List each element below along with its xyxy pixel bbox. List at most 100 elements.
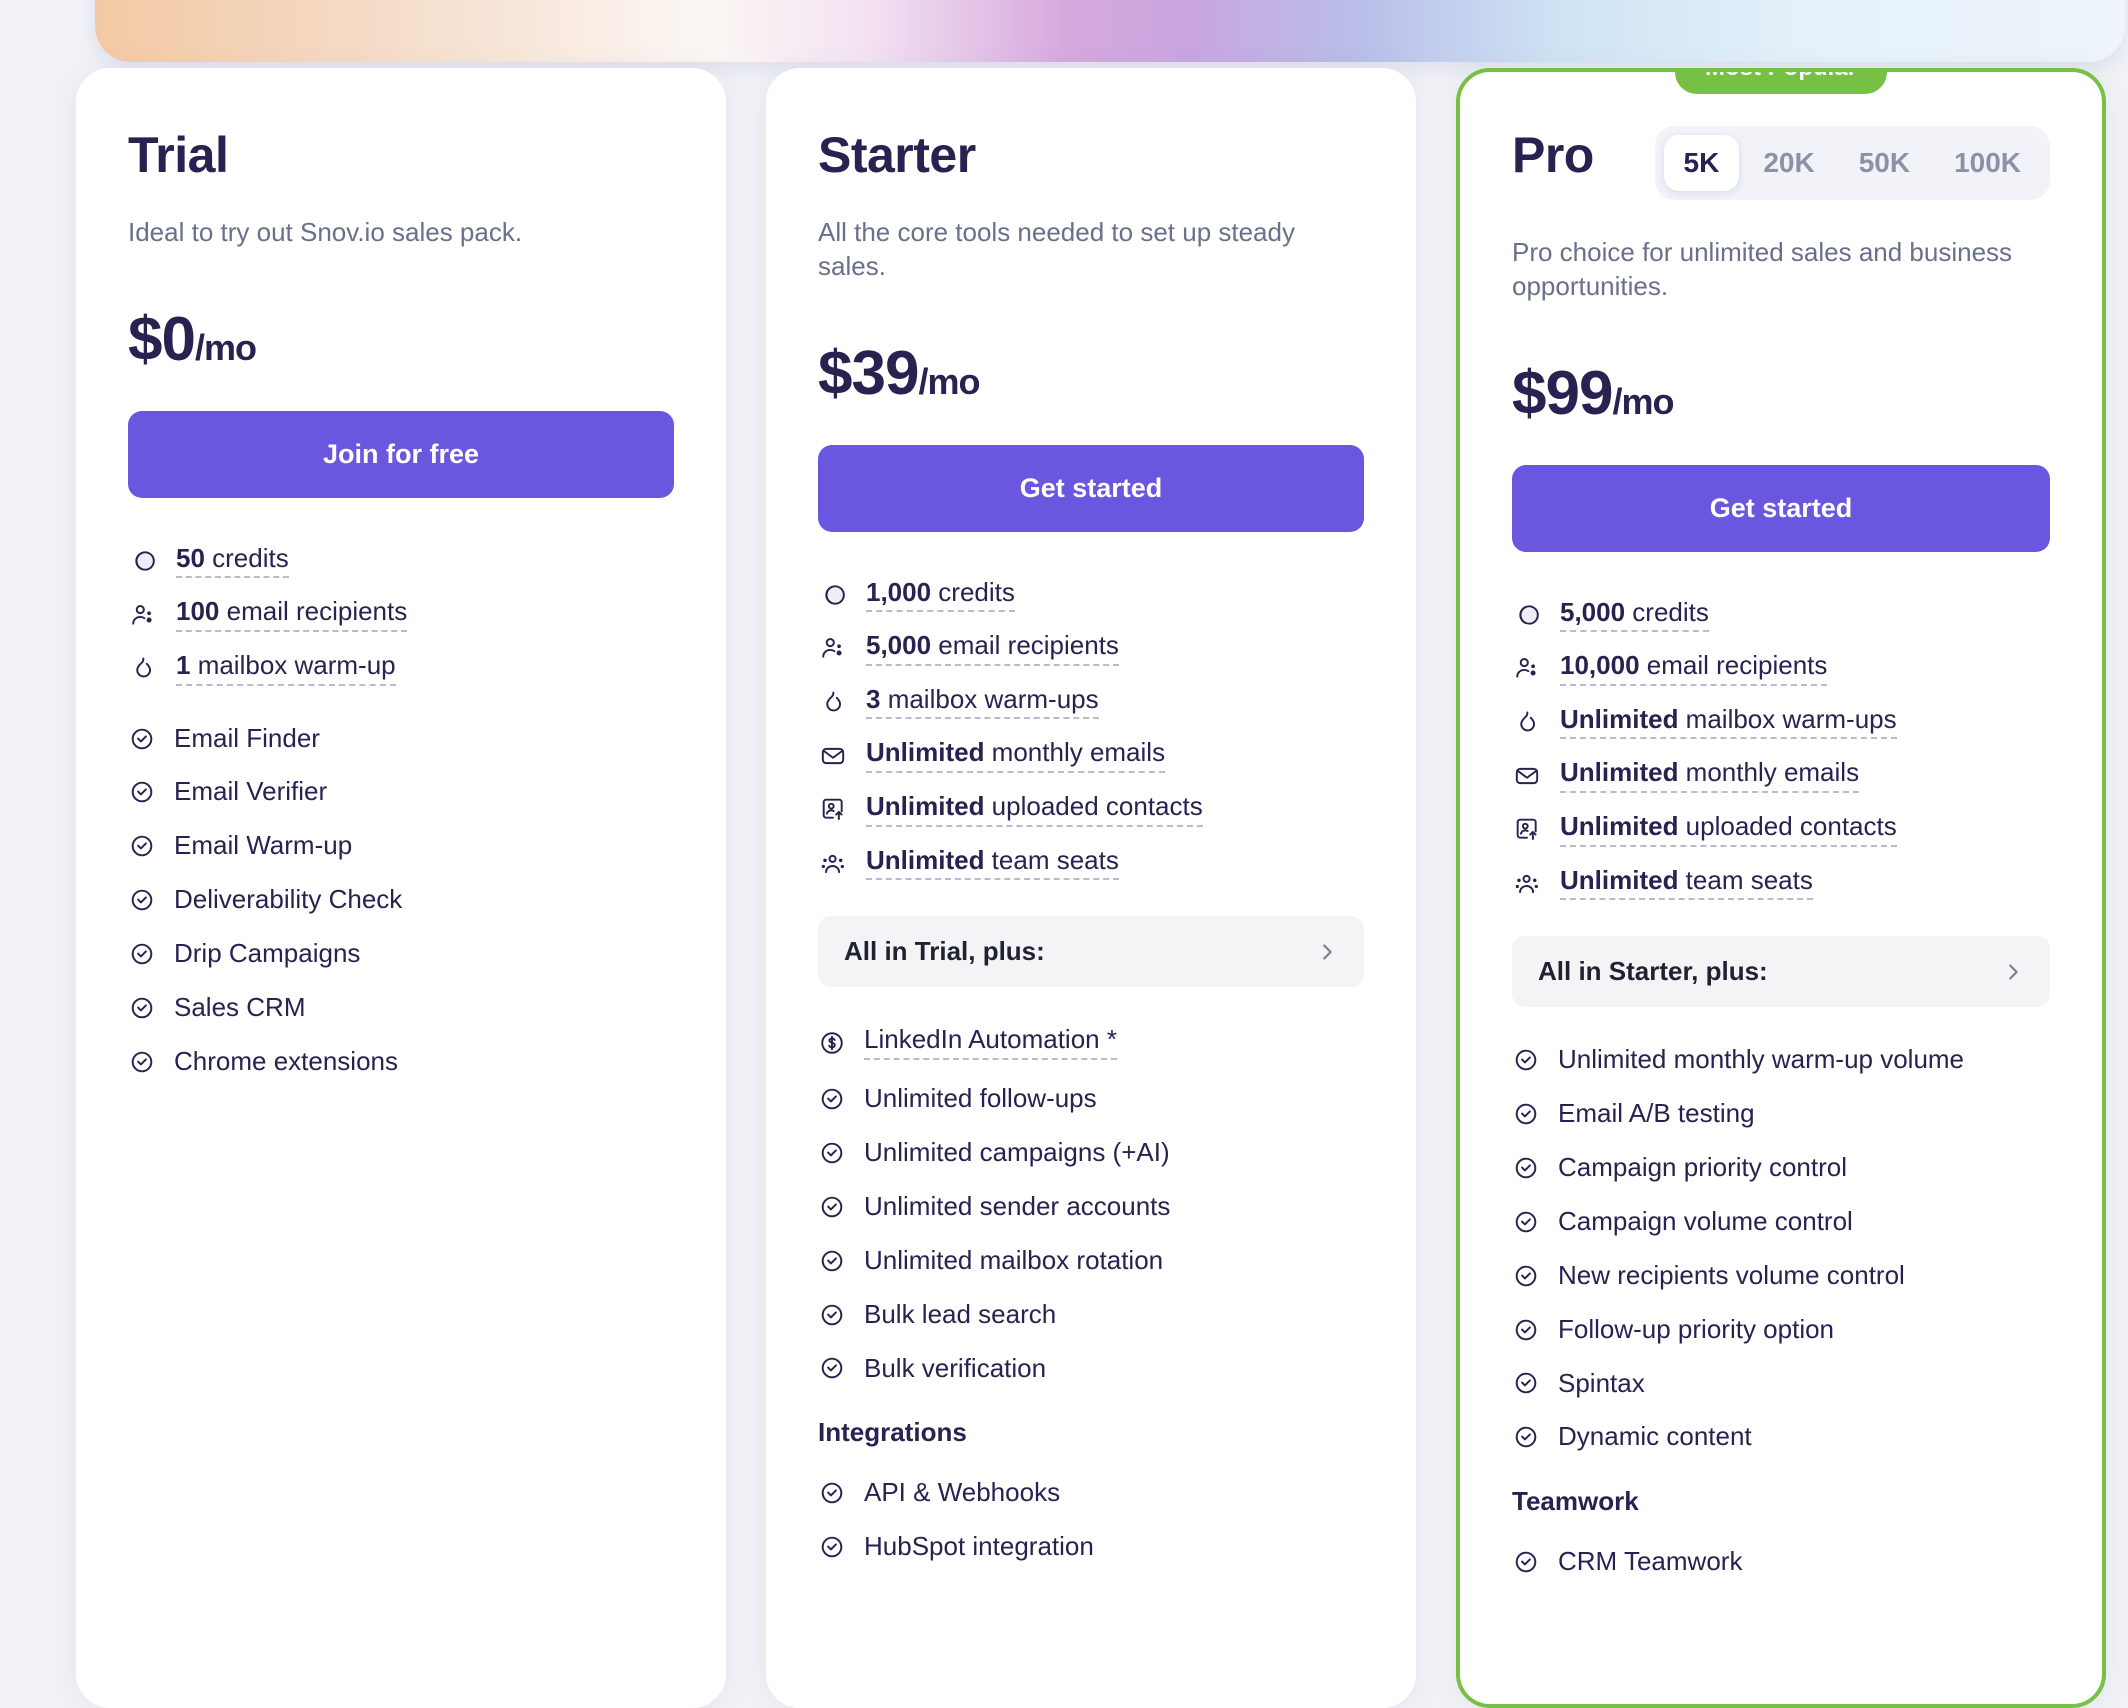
metric-row: 5,000 email recipients	[818, 631, 1364, 666]
metric-label: team seats	[1678, 864, 1813, 895]
metric-text[interactable]: 1,000 credits	[866, 577, 1015, 613]
feature-row: API & Webhooks	[818, 1477, 1364, 1508]
chevron-right-icon[interactable]	[1316, 941, 1338, 963]
cta-button[interactable]: Get started	[818, 444, 1364, 532]
metric-row: Unlimited mailbox warm-ups	[1512, 703, 2050, 740]
feature-group-title: Teamwork	[1512, 1486, 1639, 1517]
feature-label: HubSpot integration	[864, 1531, 1094, 1562]
feature-row: Deliverability Check	[128, 884, 674, 915]
feature-row: Email A/B testing	[1512, 1098, 2050, 1129]
feature-label[interactable]: LinkedIn Automation *	[864, 1024, 1117, 1061]
price-amount: $39	[818, 338, 919, 408]
tier-option-50k[interactable]: 50K	[1839, 135, 1930, 191]
check-circle-icon	[1512, 1100, 1540, 1128]
tier-toggle[interactable]: 5K 20K 50K 100K	[1654, 126, 2050, 200]
feature-label: API & Webhooks	[864, 1477, 1061, 1508]
dollar-circle-icon	[818, 1029, 846, 1057]
tier-option-100k[interactable]: 100K	[1934, 135, 2041, 191]
metric-text[interactable]: Unlimited uploaded contacts	[1560, 812, 1897, 847]
chevron-right-icon[interactable]	[2002, 961, 2024, 983]
metric-value: Unlimited	[1560, 864, 1679, 895]
metric-text[interactable]: 100 email recipients	[176, 596, 408, 632]
feature-group-list: API & Webhooks HubSpot integration	[818, 1477, 1364, 1562]
plan-name: Starter	[818, 127, 976, 183]
metric-text[interactable]: 5,000 email recipients	[866, 631, 1119, 666]
feature-row: Drip Campaigns	[128, 938, 674, 969]
metric-text[interactable]: Unlimited team seats	[1560, 864, 1813, 901]
metric-value: 10,000	[1560, 650, 1640, 681]
metric-text[interactable]: Unlimited team seats	[866, 844, 1119, 881]
plan-description: Pro choice for unlimited sales and busin…	[1512, 237, 2013, 301]
check-circle-icon	[128, 832, 156, 860]
metric-value: 100	[176, 596, 220, 627]
metric-value: Unlimited	[866, 737, 985, 768]
check-circle-icon	[1512, 1046, 1540, 1074]
check-circle-icon	[818, 1301, 846, 1329]
metric-row: 1,000 credits	[818, 577, 1364, 613]
check-circle-icon	[1512, 1423, 1540, 1451]
feature-label: Campaign volume control	[1558, 1205, 1853, 1236]
metric-text[interactable]: Unlimited uploaded contacts	[866, 792, 1203, 827]
feature-label: Dynamic content	[1558, 1421, 1752, 1452]
email-recipients-icon	[818, 633, 848, 663]
metric-value: Unlimited	[1560, 703, 1679, 734]
check-circle-icon	[128, 886, 156, 914]
warmup-flame-icon	[1512, 707, 1542, 737]
feature-label: Follow-up priority option	[1558, 1313, 1835, 1344]
tier-option-5k[interactable]: 5K	[1663, 135, 1740, 191]
card-header: Pro 5K 20K 50K 100K	[1512, 126, 2050, 200]
check-circle-icon	[818, 1533, 846, 1561]
metric-text[interactable]: Unlimited monthly emails	[1560, 757, 1860, 793]
all-in-previous-plan-bar[interactable]: All in Trial, plus:	[818, 916, 1364, 988]
metric-label: team seats	[984, 844, 1119, 875]
metric-row: 3 mailbox warm-ups	[818, 684, 1364, 720]
metric-text[interactable]: 3 mailbox warm-ups	[866, 684, 1099, 720]
cta-button[interactable]: Join for free	[128, 410, 674, 498]
metric-text[interactable]: 50 credits	[176, 543, 289, 579]
metric-text[interactable]: Unlimited mailbox warm-ups	[1560, 703, 1897, 740]
metric-value: 5,000	[1560, 596, 1626, 627]
feature-row: Campaign volume control	[1512, 1205, 2050, 1237]
plan-name: Pro	[1512, 127, 1594, 183]
metric-label: mailbox warm-ups	[1678, 703, 1897, 734]
check-circle-icon	[818, 1085, 846, 1113]
plan-price: $99/mo	[1512, 358, 2050, 429]
feature-row: Chrome extensions	[128, 1046, 674, 1077]
warmup-flame-icon	[818, 687, 848, 717]
feature-label: Email A/B testing	[1558, 1098, 1755, 1129]
check-circle-icon	[128, 1048, 156, 1076]
email-recipients-icon	[1512, 653, 1542, 683]
feature-row: HubSpot integration	[818, 1531, 1364, 1562]
metric-label: uploaded contacts	[1678, 810, 1897, 841]
metric-text[interactable]: Unlimited monthly emails	[866, 737, 1166, 773]
feature-row: Dynamic content	[1512, 1421, 2050, 1452]
feature-row: Sales CRM	[128, 992, 674, 1023]
feature-label: Email Warm-up	[174, 830, 353, 861]
credits-icon	[818, 580, 848, 610]
all-in-previous-plan-bar[interactable]: All in Starter, plus:	[1512, 936, 2050, 1008]
feature-label: Unlimited monthly warm-up volume	[1558, 1044, 1965, 1075]
feature-label: Unlimited mailbox rotation	[864, 1244, 1164, 1275]
cta-button[interactable]: Get started	[1512, 464, 2050, 552]
metric-text[interactable]: 10,000 email recipients	[1560, 650, 1828, 686]
metric-text[interactable]: 1 mailbox warm-up	[176, 651, 396, 686]
metric-label: monthly emails	[984, 737, 1166, 768]
check-circle-icon	[818, 1139, 846, 1167]
pricing-card-trial: Trial Ideal to try out Snov.io sales pack…	[76, 68, 726, 1708]
tier-option-20k[interactable]: 20K	[1743, 135, 1834, 191]
check-circle-icon	[818, 1247, 846, 1275]
check-circle-icon	[1512, 1316, 1540, 1344]
feature-row: Follow-up priority option	[1512, 1313, 2050, 1345]
feature-row: Unlimited campaigns (+AI)	[818, 1137, 1364, 1168]
feature-label: Bulk verification	[864, 1352, 1047, 1383]
card-header: Trial	[128, 130, 674, 180]
feature-label: Bulk lead search	[864, 1298, 1057, 1329]
metric-text[interactable]: 5,000 credits	[1560, 596, 1709, 633]
check-circle-icon	[818, 1354, 846, 1382]
check-circle-icon	[1512, 1369, 1540, 1397]
metric-row: 50 credits	[128, 543, 674, 579]
plan-description: Ideal to try out Snov.io sales pack.	[128, 217, 523, 247]
price-period: /mo	[194, 326, 257, 368]
price-amount: $99	[1512, 358, 1613, 428]
metric-label: monthly emails	[1678, 757, 1860, 788]
